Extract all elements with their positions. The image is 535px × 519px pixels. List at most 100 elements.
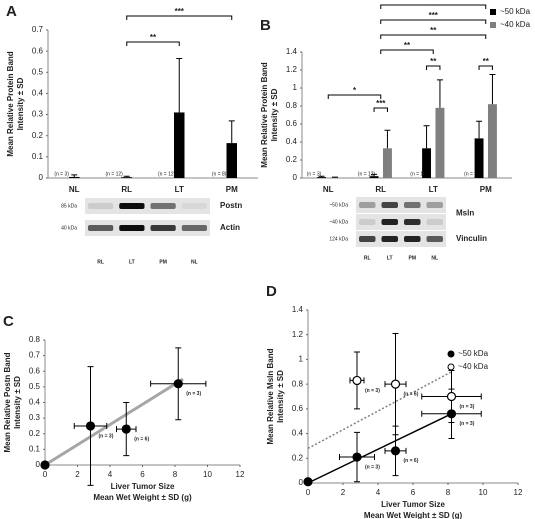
error-bar: [71, 174, 78, 177]
bar: [226, 143, 237, 178]
y-tick-label: 1.2: [286, 65, 298, 74]
bar: [317, 177, 327, 178]
significance-label: ***: [175, 7, 185, 16]
bar: [422, 148, 432, 178]
blot-band: [88, 203, 114, 209]
blot-band: [404, 236, 421, 242]
x-tick-label: 4: [376, 488, 381, 497]
significance-bracket: [327, 94, 382, 99]
blot-marker: 40 kDa: [61, 225, 77, 231]
error-bar: [436, 79, 443, 108]
blot-band: [381, 236, 398, 242]
error-bar: [228, 120, 235, 144]
blot-lane: LT: [129, 259, 135, 265]
point: [85, 421, 96, 431]
bar: [435, 107, 445, 178]
significance-bracket: [126, 41, 180, 46]
x-tick-label: RL: [121, 185, 132, 194]
blot-lane: NL: [431, 255, 438, 261]
blot-lane: NL: [191, 259, 198, 265]
significance-bracket: [380, 34, 487, 39]
blot-protein: Postn: [220, 201, 242, 210]
x-tick-label: LT: [429, 185, 438, 194]
x-tick-label: 4: [108, 470, 113, 479]
x-tick-label: 12: [514, 488, 523, 497]
blot-band: [181, 225, 207, 231]
blot-band: [381, 219, 398, 225]
y-tick-label: 0.1: [32, 152, 44, 161]
significance-label: **: [430, 26, 437, 35]
significance-bracket: [380, 19, 487, 24]
point-label: (n = 3): [365, 464, 380, 470]
x-tick-label: 8: [173, 470, 178, 479]
error-bar: [476, 120, 483, 139]
y-tick-label: 0.6: [292, 404, 304, 413]
panel-letter: A: [6, 3, 17, 20]
point: [390, 379, 401, 389]
y-tick-label: 0.8: [286, 101, 298, 110]
error-bar: [123, 175, 130, 178]
x-tick-label: NL: [69, 185, 80, 194]
trendline: [307, 371, 452, 450]
y-tick-label: 0.6: [29, 366, 41, 375]
blot-band: [119, 203, 145, 209]
error-bar: [318, 175, 325, 178]
panel-letter: D: [266, 283, 277, 300]
point-label: (n = 3): [365, 388, 380, 394]
point-label: (n = 3): [186, 391, 201, 397]
error-bar: [176, 58, 183, 113]
blot-protein: Msln: [456, 209, 474, 218]
y-tick-label: 1.4: [292, 305, 304, 314]
bar: [474, 138, 484, 178]
point: [173, 379, 183, 389]
blot-band: [381, 202, 398, 208]
x-tick-label: 0: [306, 488, 311, 497]
y-axis-title: Mean Relative Msln Band: [266, 348, 275, 444]
y-axis-title: Intensity ± SD: [270, 88, 279, 141]
legend-swatch: [447, 363, 455, 371]
blot-band: [359, 219, 376, 225]
bar: [369, 176, 379, 178]
blot-lane: RL: [364, 255, 371, 261]
x-tick-label: 6: [411, 488, 416, 497]
bar: [487, 104, 497, 178]
y-tick-label: 1: [299, 355, 304, 364]
y-tick-label: 0: [39, 173, 44, 182]
y-tick-label: 0.2: [29, 429, 41, 438]
y-tick-label: 1.4: [286, 47, 298, 56]
sample-size: (n = 8): [464, 171, 479, 177]
blot-marker: ~50 kDa: [329, 202, 348, 208]
legend-swatch: [447, 350, 455, 358]
trendline: [307, 413, 452, 484]
panel-letter: C: [3, 313, 14, 330]
legend-label: ~50 kDa: [458, 349, 489, 358]
x-tick-label: 2: [341, 488, 346, 497]
sample-size: (n = 3): [54, 171, 69, 177]
x-tick-label: NL: [323, 185, 334, 194]
y-axis-title: Intensity ± SD: [16, 77, 25, 130]
blot-lane: RL: [97, 259, 104, 265]
significance-label: ***: [376, 99, 386, 108]
y-tick-label: 0.7: [29, 351, 41, 360]
y-tick-label: 0.6: [32, 46, 44, 55]
error-bar: [384, 129, 391, 149]
y-tick-label: 0.2: [32, 131, 44, 140]
x-axis-title: Mean Wet Weight ± SD (g): [364, 511, 463, 519]
significance-bracket: [478, 65, 493, 70]
x-tick-label: LT: [175, 185, 184, 194]
y-tick-label: 0: [36, 460, 41, 469]
blot-band: [359, 202, 376, 208]
trendline: [44, 377, 184, 467]
bar: [69, 176, 80, 178]
y-tick-label: 0.5: [29, 382, 41, 391]
significance-label: **: [430, 0, 437, 5]
blot-protein: Actin: [220, 223, 240, 232]
y-axis-title: Mean Relative Postn Band: [3, 352, 12, 452]
blot-background: [356, 214, 446, 230]
point-label: (n = 3): [460, 421, 475, 427]
point: [40, 460, 50, 470]
blot-band: [404, 219, 421, 225]
y-axis-title: Mean Relative Protein Band: [6, 51, 15, 156]
blot-band: [426, 236, 443, 242]
